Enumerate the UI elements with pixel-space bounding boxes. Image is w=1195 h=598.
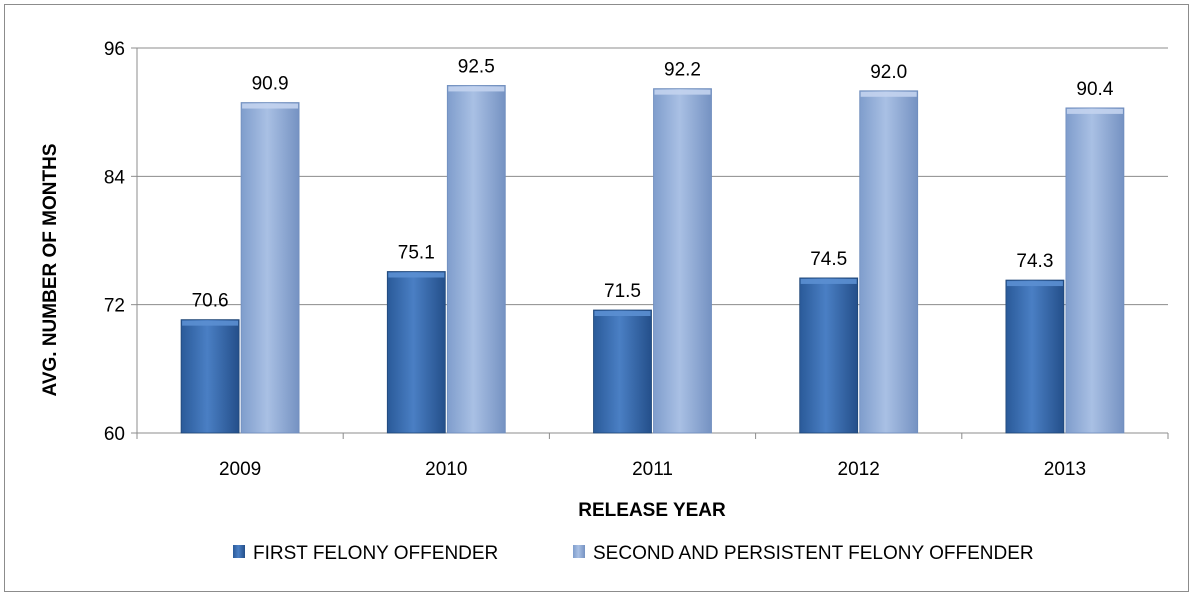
bar-highlight bbox=[860, 91, 917, 97]
bar-second-felony-2010 bbox=[446, 85, 506, 434]
bar-second-felony-2009 bbox=[240, 102, 300, 434]
bar-highlight bbox=[1066, 108, 1123, 114]
gridlines bbox=[137, 47, 1168, 306]
x-tick-label: 2010 bbox=[425, 459, 467, 480]
bar-highlight bbox=[594, 311, 651, 317]
x-axis-title: RELEASE YEAR bbox=[578, 500, 726, 521]
legend-swatch-first-felony bbox=[233, 545, 245, 558]
bar-highlight bbox=[800, 278, 857, 284]
bar-highlight bbox=[388, 272, 445, 278]
bar-second-felony-2011 bbox=[653, 88, 712, 434]
data-label-first-felony-2009: 70.6 bbox=[192, 291, 229, 312]
bar-first-felony-2010 bbox=[386, 271, 446, 434]
data-label-second-felony-2009: 90.9 bbox=[252, 74, 289, 95]
chart-frame bbox=[4, 4, 1189, 592]
bar-highlight bbox=[654, 89, 711, 95]
data-label-first-felony-2011: 71.5 bbox=[604, 281, 641, 302]
data-label-second-felony-2012: 92.0 bbox=[870, 62, 907, 83]
bar-second-felony-2013 bbox=[1065, 107, 1125, 434]
x-tick-label: 2013 bbox=[1044, 459, 1086, 480]
bar-second-felony-2012 bbox=[859, 90, 919, 434]
legend: FIRST FELONY OFFENDER SECOND AND PERSIST… bbox=[233, 543, 1034, 564]
bar-first-felony-2011 bbox=[593, 309, 652, 434]
bar-highlight bbox=[1006, 281, 1063, 287]
legend-label-second-felony: SECOND AND PERSISTENT FELONY OFFENDER bbox=[593, 543, 1034, 564]
bar-highlight bbox=[242, 103, 299, 109]
bar-first-felony-2013 bbox=[1005, 279, 1065, 434]
x-tick-label: 2011 bbox=[632, 459, 673, 480]
legend-swatch-second-felony bbox=[573, 545, 585, 558]
bar-highlight bbox=[182, 320, 239, 326]
bar-first-felony-2012 bbox=[799, 277, 859, 434]
x-tick-label: 2009 bbox=[219, 459, 261, 480]
y-tick-label: 60 bbox=[104, 424, 125, 445]
y-tick-label: 72 bbox=[104, 296, 125, 317]
data-label-first-felony-2010: 75.1 bbox=[398, 243, 435, 264]
y-tick-label: 84 bbox=[104, 167, 126, 188]
data-label-first-felony-2013: 74.3 bbox=[1016, 251, 1053, 272]
bar-highlight bbox=[448, 86, 505, 92]
bars bbox=[180, 85, 1125, 434]
axes: 60 72 84 96 2009 2010 2011 2012 2013 bbox=[104, 39, 1169, 480]
data-label-second-felony-2011: 92.2 bbox=[664, 60, 701, 81]
data-labels: 70.6 75.1 71.5 74.5 74.3 90.9 92.5 92.2 92.0 90.4 bbox=[192, 56, 1114, 311]
bar-first-felony-2009 bbox=[180, 319, 240, 434]
y-axis-title: AVG. NUMBER OF MONTHS bbox=[40, 144, 61, 397]
data-label-second-felony-2010: 92.5 bbox=[458, 56, 495, 77]
y-tick-label: 96 bbox=[104, 39, 125, 60]
x-tick-label: 2012 bbox=[838, 459, 880, 480]
data-label-first-felony-2012: 74.5 bbox=[810, 249, 847, 270]
data-label-second-felony-2013: 90.4 bbox=[1076, 79, 1113, 100]
legend-label-first-felony: FIRST FELONY OFFENDER bbox=[253, 543, 498, 564]
